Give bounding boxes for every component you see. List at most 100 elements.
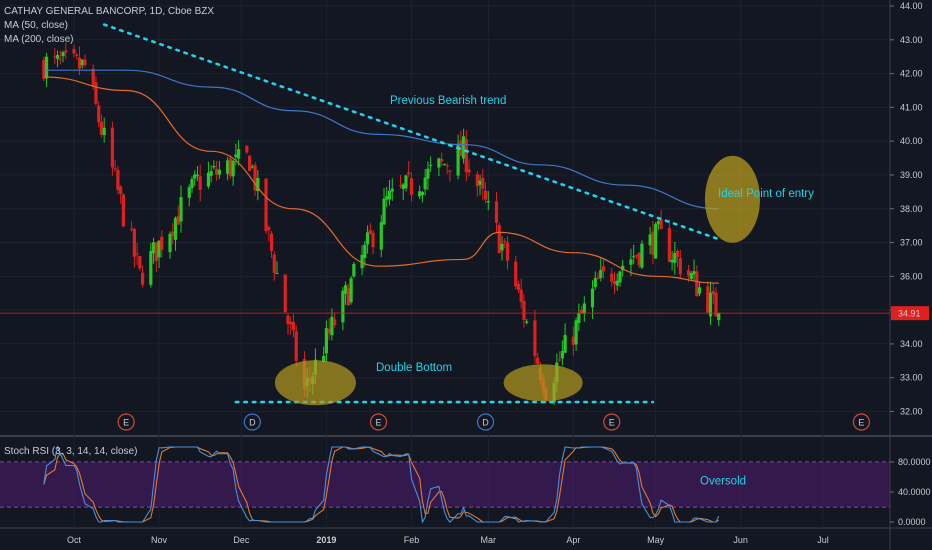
price-tick-label: 40.00 — [900, 136, 923, 146]
candle-body — [426, 168, 430, 179]
candle-body — [187, 187, 191, 198]
candle-body — [651, 231, 655, 255]
ma50-line — [43, 76, 719, 284]
candle-body — [401, 184, 405, 189]
candle-body — [253, 165, 257, 191]
candle-body — [130, 228, 134, 230]
candle-body — [574, 320, 578, 345]
candle-body — [322, 355, 326, 362]
candle-body — [64, 50, 68, 53]
candle-body — [404, 175, 408, 189]
candle-body — [418, 191, 422, 197]
ma200-line — [43, 69, 719, 210]
candle-body — [77, 57, 82, 69]
last-price-badge — [891, 306, 929, 321]
candle-body — [217, 169, 222, 175]
moving-averages — [43, 69, 719, 284]
candle-body — [44, 56, 49, 79]
candle-body — [678, 258, 682, 275]
candle-body — [711, 291, 715, 295]
candle-body — [579, 309, 584, 314]
candle-body — [138, 256, 142, 269]
candle-body — [695, 271, 699, 297]
candle-body — [168, 233, 172, 253]
candle-body — [346, 288, 350, 306]
candle-body — [327, 328, 331, 334]
candle-body — [283, 274, 287, 313]
candle-body — [637, 253, 641, 266]
candle-body — [344, 285, 348, 295]
entry-point-highlight — [704, 155, 760, 243]
candle-body — [171, 231, 175, 236]
candle-body — [42, 59, 46, 79]
candle-body — [407, 172, 411, 175]
ma200-legend: MA (200, close) — [4, 34, 74, 45]
candle-body — [154, 242, 158, 261]
candle-body — [659, 219, 663, 230]
candle-body — [267, 227, 271, 231]
candle-body — [226, 160, 230, 174]
candle-body — [571, 336, 575, 345]
last-price-label: 34.91 — [898, 309, 921, 319]
candle-body — [456, 143, 460, 176]
candle-body — [670, 259, 674, 263]
candle-body — [379, 222, 383, 250]
candle-body — [75, 54, 79, 56]
candle-body — [363, 244, 367, 259]
candle-body — [173, 217, 178, 240]
stoch-tick-label: 40.0000 — [898, 487, 931, 497]
candle-body — [610, 273, 614, 282]
candle-body — [692, 271, 696, 275]
candle-body — [286, 315, 290, 324]
time-tick-label: Mar — [481, 535, 497, 545]
candle-body — [714, 292, 718, 317]
candle-body — [615, 280, 619, 286]
annotations: Previous Bearish trend Double Bottom Ideal… — [102, 23, 871, 488]
price-tick-label: 36.00 — [900, 271, 923, 281]
candle-body — [420, 191, 425, 196]
candle-body — [349, 278, 353, 303]
candle-body — [324, 328, 329, 354]
candle-body — [149, 250, 153, 285]
candle-body — [91, 68, 95, 86]
time-tick-label: May — [647, 535, 665, 545]
candle-body — [157, 240, 161, 258]
candle-body — [621, 265, 625, 271]
candle-body — [689, 273, 693, 279]
candle-body — [94, 82, 98, 104]
candle-body — [80, 59, 84, 66]
candle-body — [656, 221, 660, 225]
time-tick-label: Nov — [151, 535, 168, 545]
candle-body — [497, 225, 501, 254]
candle-body — [352, 264, 356, 277]
candle-body — [291, 321, 296, 331]
candle-body — [341, 290, 345, 323]
candle-body — [667, 228, 671, 262]
chart-title: CATHAY GENERAL BANCORP, 1D, Cboe BZX — [4, 6, 215, 17]
candle-body — [505, 242, 510, 261]
candle-body — [634, 255, 639, 257]
event-marker-label: E — [123, 418, 129, 428]
dividend-marker — [476, 413, 495, 431]
time-tick-label: Jul — [817, 535, 829, 545]
stoch-k-line — [43, 445, 720, 524]
candle-body — [151, 242, 156, 254]
candle-body — [673, 252, 677, 263]
candle-body — [464, 139, 468, 173]
candle-body — [385, 196, 389, 200]
candle-body — [121, 194, 125, 227]
candle-body — [519, 289, 523, 302]
candle-body — [486, 201, 490, 203]
oversold-label: Oversold — [700, 476, 746, 488]
price-tick-label: 38.00 — [900, 204, 923, 214]
candle-body — [365, 232, 370, 245]
price-tick-label: 34.00 — [900, 339, 923, 349]
candle-body — [717, 313, 721, 320]
candle-body — [190, 179, 194, 189]
event-marker-label: E — [858, 418, 864, 428]
ma50-legend: MA (50, close) — [4, 20, 68, 31]
price-tick-label: 43.00 — [900, 35, 923, 45]
price-tick-label: 41.00 — [900, 102, 923, 112]
candle-body — [648, 234, 652, 246]
candle-body — [250, 166, 254, 168]
